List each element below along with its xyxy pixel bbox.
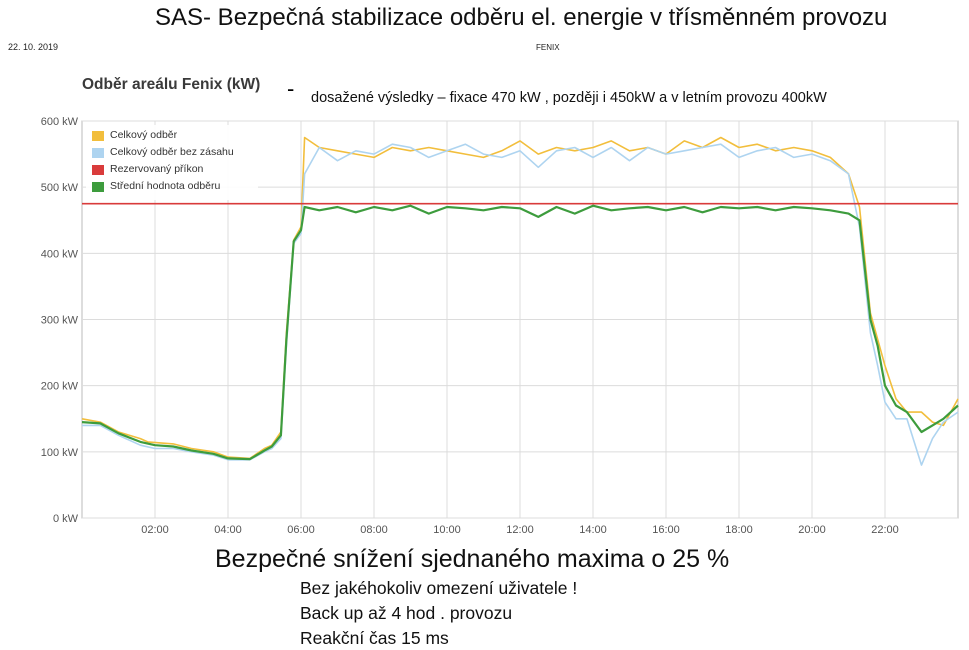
y-tick-label: 0 kW <box>53 513 79 525</box>
bullet-line: Reakční čas 15 ms <box>300 628 449 648</box>
y-tick-label: 500 kW <box>41 182 79 194</box>
x-tick-label: 08:00 <box>360 524 388 536</box>
bullet-line: Back up až 4 hod . provozu <box>300 603 513 623</box>
y-tick-label: 200 kW <box>41 381 79 393</box>
chart-legend: Celkový odběr Celkový odběr bez zásahu R… <box>86 125 258 200</box>
x-tick-label: 10:00 <box>433 524 461 536</box>
x-tick-label: 18:00 <box>725 524 753 536</box>
y-tick-label: 600 kW <box>41 116 79 128</box>
legend-label-without: Celkový odběr bez zásahu <box>110 146 234 158</box>
x-tick-label: 22:00 <box>871 524 899 536</box>
headline: Bezpečné snížení sjednaného maxima o 25 … <box>215 545 730 573</box>
legend-swatch-mean <box>92 182 104 192</box>
chart-title: Odběr areálu Fenix (kW) <box>82 76 261 93</box>
chart-source: FENIX <box>536 43 560 52</box>
legend-swatch-reserved <box>92 165 104 175</box>
results-note: dosažené výsledky – fixace 470 kW , pozd… <box>311 90 827 106</box>
x-tick-label: 06:00 <box>287 524 315 536</box>
x-tick-label: 04:00 <box>214 524 242 536</box>
chart-date: 22. 10. 2019 <box>8 42 59 52</box>
legend-label-total: Celkový odběr <box>110 129 178 141</box>
series-line-mean <box>81 204 959 461</box>
y-tick-label: 100 kW <box>41 447 79 459</box>
legend-label-mean: Střední hodnota odběru <box>110 180 221 192</box>
y-tick-label: 300 kW <box>41 315 79 327</box>
x-tick-label: 16:00 <box>652 524 680 536</box>
legend-swatch-total <box>92 131 104 141</box>
y-tick-label: 400 kW <box>41 248 79 260</box>
legend-swatch-without <box>92 148 104 158</box>
note-dash: - <box>287 76 295 101</box>
bullet-line: Bez jakéhokoliv omezení uživatele ! <box>300 578 578 598</box>
x-tick-label: 12:00 <box>506 524 534 536</box>
x-tick-label: 02:00 <box>141 524 169 536</box>
x-tick-label: 14:00 <box>579 524 607 536</box>
slide-title: SAS- Bezpečná stabilizace odběru el. ene… <box>155 4 888 31</box>
x-tick-label: 20:00 <box>798 524 826 536</box>
legend-label-reserved: Rezervovaný příkon <box>110 163 204 175</box>
